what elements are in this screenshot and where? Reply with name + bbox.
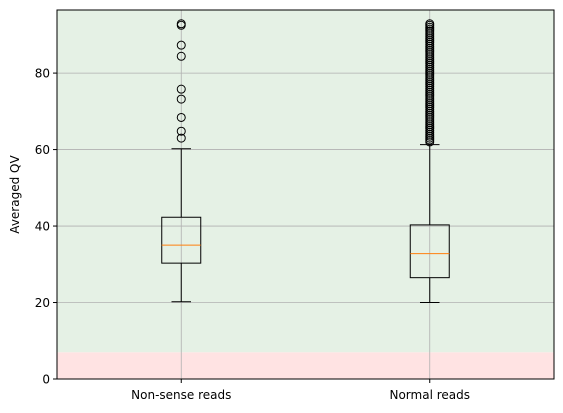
x-axis-ticks: Non-sense reads Normal reads [131, 379, 470, 402]
y-tick-label: 80 [35, 67, 50, 81]
y-tick-label: 40 [35, 220, 50, 234]
y-tick-label: 0 [42, 373, 50, 387]
box-2 [409, 19, 450, 304]
outlier-point [176, 94, 186, 104]
outlier-point [425, 19, 435, 29]
background-band-0 [57, 352, 554, 379]
outlier-point [176, 19, 186, 29]
outlier-point [176, 84, 186, 94]
iqr-box [409, 224, 450, 279]
background-bands [57, 10, 554, 379]
outlier-point [176, 51, 186, 61]
background-band-1 [57, 10, 554, 353]
y-tick-label: 60 [35, 143, 50, 157]
outlier-point [176, 112, 186, 122]
y-axis-ticks: 0 20 40 60 80 [35, 67, 57, 387]
box-1 [161, 19, 202, 303]
x-tick-label: Non-sense reads [131, 388, 231, 402]
outlier-point [176, 126, 186, 136]
box-series [161, 19, 450, 304]
outlier-point [176, 40, 186, 50]
plot-frame [56, 9, 555, 380]
x-tick-label: Normal reads [389, 388, 470, 402]
outlier-point [176, 133, 186, 143]
y-tick-label: 20 [35, 296, 50, 310]
y-axis-label: Averaged QV [8, 155, 22, 234]
iqr-box [161, 216, 202, 264]
